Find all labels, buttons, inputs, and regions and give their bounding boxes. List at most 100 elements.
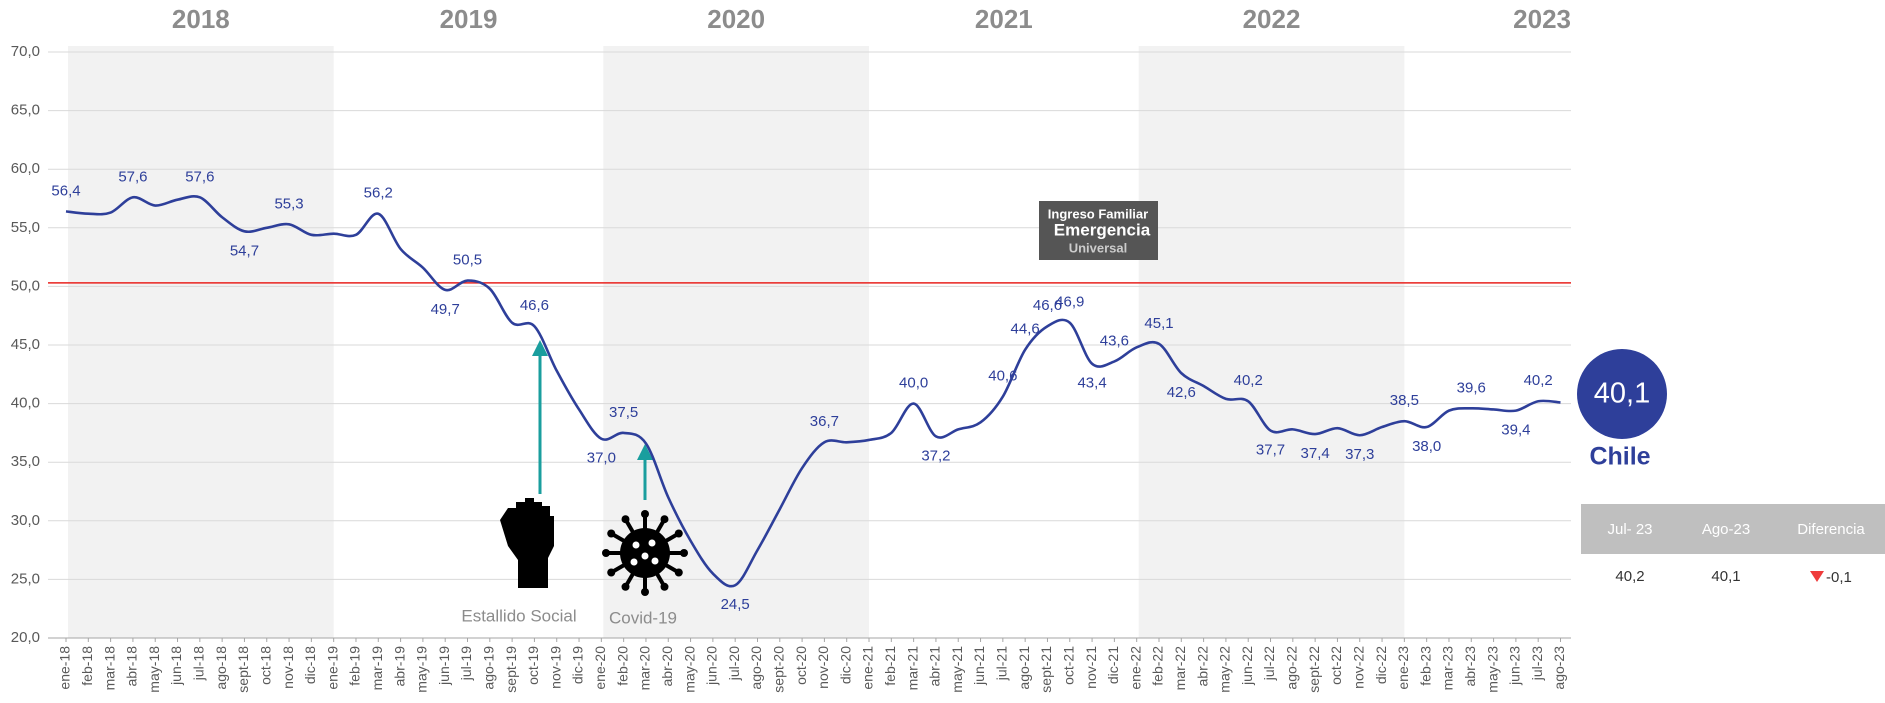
x-tick-label: ene-18: [57, 646, 73, 690]
x-tick-label: ago-21: [1016, 646, 1032, 690]
summary-table: Jul- 23 Ago-23 Diferencia 40,2 40,1 -0,1: [1581, 504, 1885, 586]
x-tick-label: ene-23: [1395, 646, 1411, 690]
data-label: 57,6: [118, 168, 147, 185]
year-label: 2018: [172, 4, 230, 34]
down-triangle: [1810, 571, 1824, 582]
highlight-value: 40,1: [1594, 378, 1650, 410]
x-tick-label: abr-20: [659, 646, 675, 687]
x-tick-label: feb-20: [614, 646, 630, 686]
x-tick-label: nov-18: [280, 646, 296, 689]
data-label: 46,6: [1033, 297, 1062, 314]
y-tick-label: 30,0: [11, 512, 40, 529]
arrow-head: [532, 340, 548, 356]
data-label: 56,4: [51, 182, 80, 199]
year-band: [1138, 46, 1405, 638]
x-tick-label: may-22: [1217, 646, 1233, 693]
x-tick-label: dic-19: [570, 646, 586, 684]
annotation-text: Estallido Social: [461, 606, 576, 625]
data-label: 43,6: [1100, 332, 1129, 349]
x-tick-label: feb-21: [882, 646, 898, 686]
data-label: 37,3: [1345, 446, 1374, 463]
x-tick-label: ago-19: [481, 646, 497, 690]
year-label: 2020: [707, 4, 765, 34]
x-tick-label: dic-20: [837, 646, 853, 684]
x-tick-label: abr-23: [1462, 646, 1478, 687]
annotation-text: Covid-19: [609, 608, 677, 627]
x-tick-label: sept-18: [235, 646, 251, 693]
x-tick-label: feb-22: [1150, 646, 1166, 686]
virus-dot: [648, 539, 656, 547]
logo-text: Ingreso Familiar: [1048, 206, 1148, 221]
year-label: 2019: [440, 4, 498, 34]
x-tick-label: feb-19: [347, 646, 363, 686]
table-header-bg: [1581, 504, 1885, 554]
data-label: 44,6: [1011, 321, 1040, 338]
y-tick-label: 60,0: [11, 160, 40, 177]
table-header: Diferencia: [1797, 521, 1865, 538]
y-tick-label: 50,0: [11, 277, 40, 294]
x-tick-label: mar-20: [637, 646, 653, 691]
y-tick-label: 70,0: [11, 43, 40, 60]
virus-dot: [651, 557, 659, 565]
x-tick-label: jul-22: [1261, 646, 1277, 681]
data-label: 38,0: [1412, 438, 1441, 455]
data-label: 39,6: [1457, 379, 1486, 396]
data-label: 54,7: [230, 242, 259, 259]
data-label: 36,7: [810, 413, 839, 430]
grid: 20,0 25,0 30,0 35,0 40,0 45,0 50,0 55,0 60,0 65,0…: [11, 43, 1571, 693]
x-tick-label: oct-19: [525, 646, 541, 685]
highlight-name: Chile: [1589, 443, 1650, 471]
x-tick-label: nov-20: [815, 646, 831, 689]
year-label: 2023: [1513, 4, 1571, 34]
x-tick-label: dic-18: [302, 646, 318, 684]
data-label: 24,5: [721, 596, 750, 613]
year-label: 2022: [1243, 4, 1301, 34]
x-tick-label: sept-21: [1038, 646, 1054, 693]
x-tick-label: nov-19: [547, 646, 563, 689]
data-label: 43,4: [1077, 375, 1106, 392]
x-tick-label: feb-18: [79, 646, 95, 686]
data-label: 40,2: [1234, 372, 1263, 389]
y-tick-label: 20,0: [11, 629, 40, 646]
y-tick-label: 65,0: [11, 102, 40, 119]
data-label: 56,2: [364, 185, 393, 202]
data-label: 37,2: [921, 447, 950, 464]
x-tick-label: oct-22: [1328, 646, 1344, 685]
x-tick-label: may-21: [949, 646, 965, 693]
x-tick-label: abr-19: [391, 646, 407, 687]
fist-icon: [500, 498, 554, 588]
virus-spike-tip: [660, 515, 669, 524]
data-label: 57,6: [185, 168, 214, 185]
data-label: 40,6: [988, 368, 1017, 385]
annotation-estallido: Estallido Social: [461, 340, 577, 625]
x-tick-label: oct-21: [1060, 646, 1076, 685]
virus-spike-tip: [621, 515, 630, 524]
x-tick-label: dic-21: [1105, 646, 1121, 684]
x-tick-label: ago-22: [1284, 646, 1300, 690]
x-tick-label: may-20: [681, 646, 697, 693]
data-label: 46,6: [520, 297, 549, 314]
data-label: 50,5: [453, 252, 482, 269]
x-tick-label: may-23: [1484, 646, 1500, 693]
data-label: 42,6: [1167, 384, 1196, 401]
virus-spike-tip: [641, 588, 649, 596]
x-tick-label: ago-18: [213, 646, 229, 690]
virus-spike-tip: [674, 529, 683, 538]
y-tick-label: 40,0: [11, 395, 40, 412]
x-tick-label: abr-18: [124, 646, 140, 687]
x-tick-label: feb-23: [1417, 646, 1433, 686]
arrow-head: [637, 444, 653, 460]
x-tick-label: mar-19: [369, 646, 385, 691]
data-label: 46,9: [1055, 294, 1084, 311]
virus-spike-tip: [607, 568, 616, 577]
y-tick-label: 35,0: [11, 453, 40, 470]
x-tick-label: jul-21: [994, 646, 1010, 681]
virus-dot: [641, 552, 649, 560]
x-tick-label: oct-18: [257, 646, 273, 685]
x-tick-label: oct-20: [793, 646, 809, 685]
logo: Ingreso Familiar Emergencia Universal: [1039, 201, 1158, 260]
year-label: 2021: [975, 4, 1033, 34]
x-tick-label: ago-20: [748, 646, 764, 690]
x-tick-label: jul-23: [1529, 646, 1545, 681]
